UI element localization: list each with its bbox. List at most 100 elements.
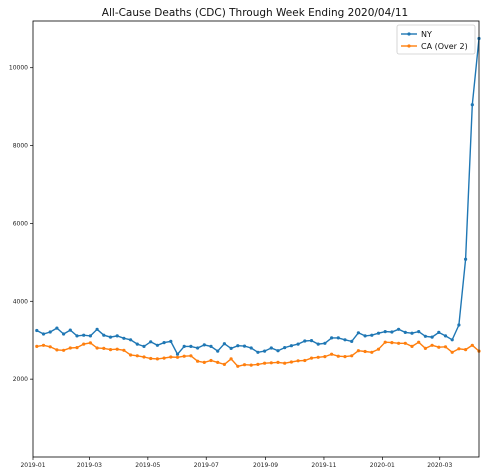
- data-point: [309, 339, 314, 343]
- data-point: [108, 348, 113, 352]
- data-point: [316, 342, 320, 346]
- data-point: [330, 336, 334, 340]
- x-tick-label: 2019-11: [311, 462, 336, 469]
- data-point: [376, 347, 381, 351]
- data-point: [149, 356, 153, 361]
- data-point: [142, 355, 146, 359]
- data-point: [62, 348, 66, 352]
- data-point: [276, 349, 280, 353]
- data-point: [423, 346, 427, 350]
- data-point: [383, 330, 387, 334]
- data-point: [129, 353, 133, 357]
- data-point: [68, 328, 72, 332]
- data-point: [397, 341, 401, 345]
- data-point: [263, 349, 267, 353]
- data-point: [82, 333, 86, 337]
- legend: NY CA (Over 2): [396, 24, 476, 55]
- legend-swatch-marker: [407, 32, 411, 36]
- data-point: [256, 362, 260, 366]
- data-point: [430, 343, 434, 347]
- data-point: [189, 354, 193, 358]
- data-point: [417, 330, 421, 334]
- y-tick-label: 6000: [13, 220, 28, 227]
- data-point: [336, 336, 340, 340]
- data-point: [249, 346, 253, 350]
- data-point: [95, 327, 99, 331]
- data-point: [316, 355, 320, 359]
- data-point: [370, 333, 374, 337]
- data-point: [437, 330, 441, 334]
- x-tick-label: 2019-03: [77, 462, 102, 469]
- x-tick-label: 2019-01: [20, 462, 45, 469]
- data-point: [443, 334, 448, 338]
- data-point: [129, 338, 133, 342]
- data-point: [403, 330, 407, 334]
- data-point: [296, 342, 300, 346]
- data-point: [175, 355, 180, 359]
- data-point: [75, 346, 79, 350]
- data-point: [35, 328, 39, 333]
- data-point: [370, 350, 374, 354]
- data-point: [48, 345, 52, 349]
- data-point: [169, 355, 173, 359]
- data-point: [376, 331, 381, 335]
- data-point: [102, 346, 106, 350]
- data-point: [149, 340, 153, 344]
- data-point: [88, 334, 92, 338]
- data-point: [115, 347, 119, 351]
- data-point: [309, 356, 314, 360]
- x-tick-label: 2019-05: [135, 462, 160, 469]
- data-point: [62, 332, 66, 336]
- data-point: [323, 341, 327, 345]
- data-point: [135, 342, 139, 346]
- data-point: [242, 363, 247, 367]
- data-point: [283, 361, 287, 365]
- data-point: [229, 357, 233, 361]
- y-tick-label: 10000: [9, 65, 28, 72]
- data-point: [303, 339, 307, 343]
- data-point: [256, 350, 260, 354]
- data-point: [115, 334, 119, 338]
- data-point: [363, 334, 367, 338]
- data-point: [470, 343, 474, 347]
- legend-swatch-marker: [407, 44, 411, 48]
- data-point: [95, 346, 99, 350]
- data-point: [88, 341, 92, 345]
- data-point: [216, 360, 220, 364]
- data-point: [142, 344, 146, 348]
- data-point: [236, 364, 240, 368]
- x-tick-label: 2019-09: [253, 462, 278, 469]
- data-point: [249, 363, 253, 367]
- data-point: [350, 354, 354, 358]
- data-point: [162, 341, 166, 345]
- data-point: [343, 338, 347, 342]
- data-point: [135, 354, 139, 358]
- data-point: [175, 352, 180, 356]
- data-point: [289, 360, 293, 364]
- data-point: [464, 257, 468, 261]
- data-point: [356, 349, 360, 353]
- data-point: [182, 344, 186, 348]
- data-point: [242, 344, 247, 348]
- data-point: [296, 359, 300, 363]
- data-point: [209, 344, 213, 348]
- data-point: [289, 344, 293, 348]
- axes: 2019-01 2019-03 2019-05 2019-07 2019-09 2019-…: [9, 20, 480, 469]
- y-tick-label: 8000: [13, 143, 28, 150]
- data-point: [269, 361, 273, 365]
- data-point: [383, 340, 387, 344]
- data-point: [122, 336, 126, 340]
- data-point: [196, 359, 200, 363]
- data-point: [323, 355, 327, 359]
- data-point: [410, 344, 414, 348]
- data-point: [390, 341, 394, 345]
- data-point: [75, 334, 79, 338]
- data-point: [450, 350, 454, 354]
- data-point: [209, 358, 213, 363]
- data-point: [236, 344, 240, 348]
- data-point: [397, 327, 401, 331]
- data-point: [41, 343, 46, 347]
- data-point: [457, 323, 461, 327]
- legend-label: CA (Over 2): [421, 42, 468, 51]
